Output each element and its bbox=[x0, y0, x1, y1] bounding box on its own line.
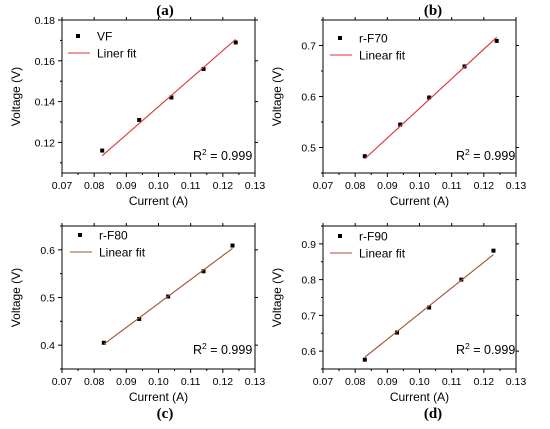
panel-label: (c) bbox=[157, 406, 174, 422]
y-tick-label: 0.7 bbox=[301, 310, 316, 322]
y-tick-label: 0.5 bbox=[301, 143, 316, 155]
y-tick-label: 0.18 bbox=[35, 15, 56, 27]
legend-label: Linear fit bbox=[359, 49, 406, 63]
x-tick-label: 0.07 bbox=[313, 376, 334, 388]
panel-label: (a) bbox=[156, 3, 174, 19]
legend-point-swatch bbox=[78, 233, 82, 237]
legend-label: VF bbox=[97, 30, 112, 44]
legend-label: r-F70 bbox=[359, 32, 388, 46]
data-point bbox=[201, 269, 206, 274]
data-point bbox=[394, 330, 399, 335]
x-axis-title: Current (A) bbox=[390, 194, 449, 208]
y-tick-label: 0.6 bbox=[301, 92, 316, 104]
x-tick-label: 0.12 bbox=[474, 376, 495, 388]
data-point bbox=[427, 95, 432, 100]
r-squared-annotation: R2 = 0.999 bbox=[456, 147, 515, 163]
x-tick-label: 0.08 bbox=[345, 180, 366, 192]
data-point bbox=[101, 340, 106, 345]
x-tick-label: 0.12 bbox=[213, 180, 234, 192]
x-tick-label: 0.13 bbox=[506, 376, 527, 388]
legend-point-swatch bbox=[76, 34, 80, 38]
data-point bbox=[100, 148, 105, 153]
y-axis-title: Voltage (V) bbox=[9, 268, 23, 327]
x-tick-label: 0.08 bbox=[345, 376, 366, 388]
x-tick-label: 0.10 bbox=[409, 180, 430, 192]
legend-label: Linear fit bbox=[99, 246, 146, 260]
legend-point-swatch bbox=[338, 234, 342, 238]
x-tick-label: 0.09 bbox=[377, 180, 398, 192]
x-tick-label: 0.07 bbox=[52, 376, 73, 388]
data-point bbox=[427, 305, 432, 310]
y-tick-label: 0.4 bbox=[40, 340, 55, 352]
x-tick-label: 0.10 bbox=[148, 180, 169, 192]
x-tick-label: 0.12 bbox=[474, 180, 495, 192]
x-tick-label: 0.08 bbox=[84, 376, 105, 388]
r-squared-annotation: R2 = 0.999 bbox=[193, 341, 252, 357]
chart-panel-1: (a) 0.07 0.08 0.09 0.10 0.11 0.12 0.13 0.12 0.14 0… bbox=[9, 3, 265, 208]
y-tick-label: 0.9 bbox=[301, 239, 316, 251]
fit-line bbox=[364, 254, 494, 358]
data-point bbox=[362, 357, 367, 362]
x-tick-label: 0.10 bbox=[409, 376, 430, 388]
y-tick-label: 0.12 bbox=[35, 137, 56, 149]
chart-panel-2: (b) 0.07 0.08 0.09 0.10 0.11 0.12 0.13 0.5 0.6 0.7… bbox=[270, 3, 526, 208]
legend-label: r-F80 bbox=[99, 229, 128, 243]
panel-label: (b) bbox=[424, 3, 442, 19]
x-tick-label: 0.12 bbox=[213, 376, 234, 388]
y-tick-label: 0.16 bbox=[35, 56, 56, 68]
x-tick-label: 0.13 bbox=[506, 180, 527, 192]
x-tick-label: 0.08 bbox=[84, 180, 105, 192]
y-axis-title: Voltage (V) bbox=[9, 67, 23, 126]
y-tick-label: 0.14 bbox=[35, 97, 56, 109]
panel-label: (d) bbox=[424, 406, 442, 422]
y-axis-title: Voltage (V) bbox=[270, 67, 284, 126]
data-point bbox=[494, 38, 499, 43]
y-tick-label: 0.7 bbox=[301, 41, 316, 53]
legend-label: Liner fit bbox=[97, 47, 137, 61]
data-point bbox=[491, 248, 496, 253]
data-point bbox=[169, 95, 174, 100]
data-point bbox=[137, 117, 142, 122]
data-point bbox=[137, 316, 142, 321]
legend-label: Linear fit bbox=[359, 247, 406, 261]
fit-line bbox=[101, 38, 237, 157]
data-point bbox=[230, 243, 235, 248]
x-axis-title: Current (A) bbox=[129, 194, 188, 208]
x-tick-label: 0.13 bbox=[245, 180, 266, 192]
legend-point-swatch bbox=[338, 36, 342, 40]
x-tick-label: 0.11 bbox=[442, 376, 462, 388]
x-axis-title: Current (A) bbox=[390, 390, 449, 404]
data-point bbox=[233, 40, 238, 45]
data-point bbox=[362, 154, 367, 159]
x-tick-label: 0.13 bbox=[245, 376, 266, 388]
fit-line bbox=[103, 247, 233, 345]
x-tick-label: 0.07 bbox=[313, 180, 334, 192]
x-axis-title: Current (A) bbox=[129, 390, 188, 404]
r-squared-annotation: R2 = 0.999 bbox=[193, 147, 252, 163]
x-tick-label: 0.11 bbox=[181, 376, 201, 388]
data-point bbox=[398, 122, 403, 127]
y-tick-label: 0.6 bbox=[301, 346, 316, 358]
x-tick-label: 0.10 bbox=[148, 376, 169, 388]
y-tick-label: 0.6 bbox=[40, 245, 55, 257]
y-axis-title: Voltage (V) bbox=[270, 268, 284, 327]
x-tick-label: 0.09 bbox=[377, 376, 398, 388]
x-tick-label: 0.11 bbox=[442, 180, 462, 192]
x-tick-label: 0.07 bbox=[52, 180, 73, 192]
y-tick-label: 0.5 bbox=[40, 293, 55, 305]
r-squared-annotation: R2 = 0.999 bbox=[456, 341, 515, 357]
data-point bbox=[201, 66, 206, 71]
chart-panel-3: (c) 0.07 0.08 0.09 0.10 0.11 0.12 0.13 0.4 0.5 0.6… bbox=[9, 223, 265, 422]
x-tick-label: 0.11 bbox=[181, 180, 201, 192]
y-tick-label: 0.8 bbox=[301, 275, 316, 287]
legend-label: r-F90 bbox=[359, 230, 388, 244]
chart-panel-4: (d) 0.07 0.08 0.09 0.10 0.11 0.12 0.13 0.6 0.7 0.8… bbox=[270, 223, 526, 422]
x-tick-label: 0.09 bbox=[116, 180, 137, 192]
x-tick-label: 0.09 bbox=[116, 376, 137, 388]
fit-line bbox=[364, 36, 498, 160]
